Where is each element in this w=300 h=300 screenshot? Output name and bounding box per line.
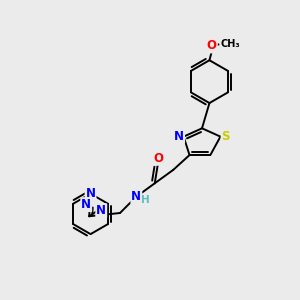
Text: N: N — [85, 187, 96, 200]
Text: N: N — [131, 190, 141, 203]
Text: H: H — [142, 195, 150, 205]
Text: S: S — [221, 130, 230, 143]
Text: O: O — [153, 152, 163, 165]
Text: CH₃: CH₃ — [220, 39, 240, 49]
Text: N: N — [174, 130, 184, 143]
Text: N: N — [96, 204, 106, 217]
Text: O: O — [207, 40, 217, 52]
Text: N: N — [81, 198, 91, 211]
